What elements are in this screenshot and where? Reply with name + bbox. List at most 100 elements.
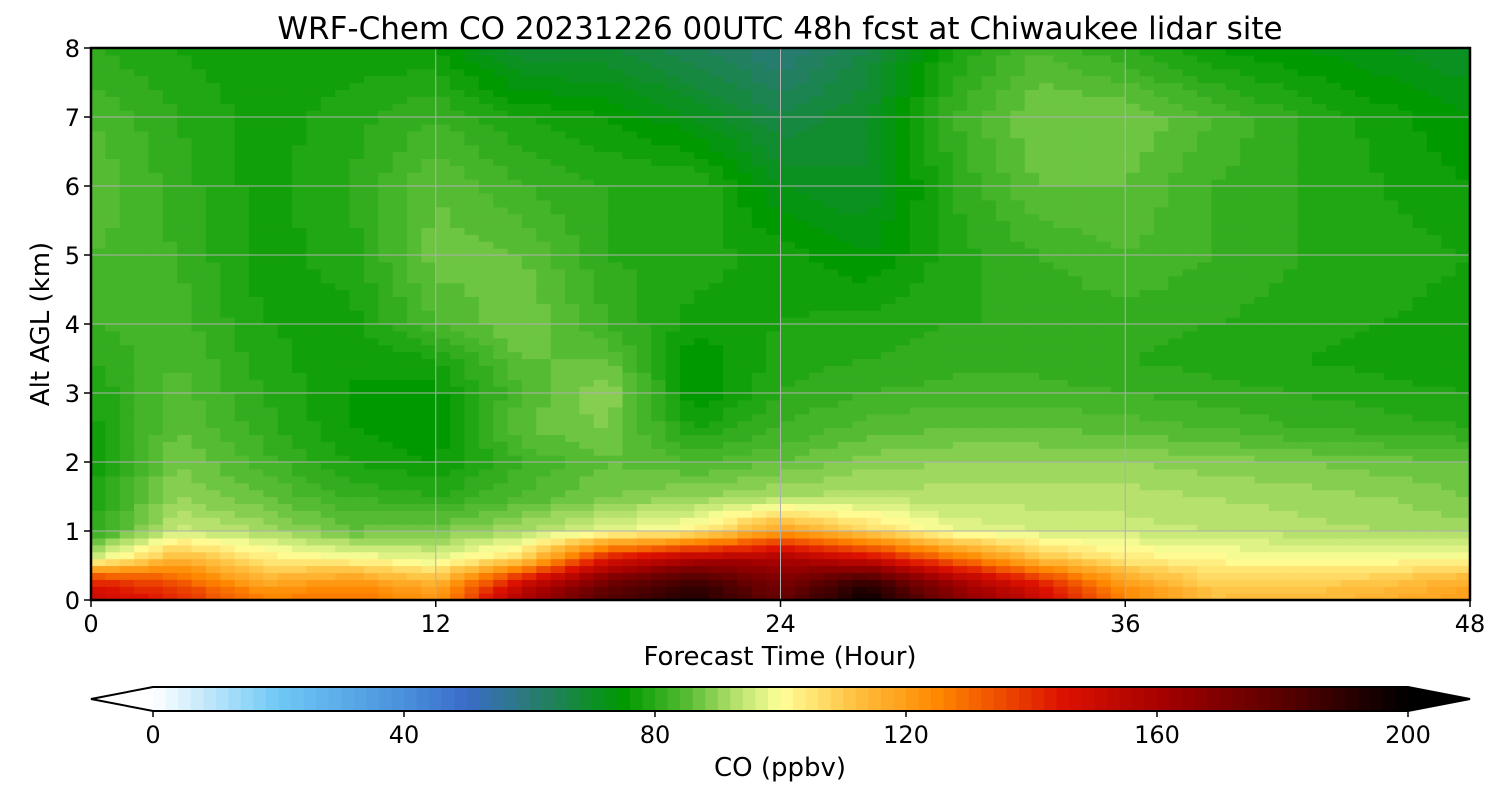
field-cell [450, 268, 466, 277]
field-cell [536, 344, 552, 353]
field-cell [1369, 248, 1385, 256]
field-cell [1355, 330, 1371, 339]
field-cell [565, 586, 580, 594]
field-cell [1326, 344, 1342, 353]
field-cell [220, 420, 236, 429]
field-cell [407, 489, 422, 498]
field-cell [1067, 544, 1083, 553]
field-cell [378, 593, 394, 601]
field-cell [119, 241, 135, 249]
field-cell [1010, 393, 1026, 401]
field-cell [636, 393, 652, 401]
field-cell [1168, 448, 1184, 456]
field-cell [1254, 386, 1270, 394]
field-cell [723, 517, 738, 525]
field-cell [1426, 586, 1442, 594]
field-cell [234, 586, 250, 594]
field-cell [91, 289, 106, 297]
field-cell [1455, 261, 1471, 270]
field-cell [1082, 489, 1098, 498]
field-cell [852, 593, 868, 601]
field-cell [91, 558, 106, 567]
field-cell [593, 413, 609, 422]
field-cell [421, 586, 437, 594]
field-cell [881, 489, 897, 498]
field-cell [306, 551, 322, 560]
field-cell [550, 524, 566, 532]
field-cell [1110, 537, 1126, 546]
field-cell [536, 441, 552, 449]
field-cell [292, 455, 308, 463]
field-cell [924, 386, 940, 394]
field-cell [507, 241, 523, 249]
field-cell [1225, 455, 1241, 463]
field-cell [1268, 296, 1284, 304]
field-cell [895, 524, 911, 532]
field-cell [177, 565, 193, 573]
field-cell [320, 303, 336, 311]
field-cell [1441, 406, 1457, 415]
field-cell [277, 593, 293, 601]
field-cell [1168, 468, 1184, 477]
field-cell [263, 420, 279, 429]
field-cell [967, 289, 983, 297]
field-cell [924, 448, 940, 456]
field-cell [952, 406, 968, 415]
field-cell [981, 468, 997, 477]
field-cell [1082, 241, 1098, 249]
field-cell [435, 503, 451, 511]
field-cell [191, 510, 207, 518]
field-cell [1225, 358, 1241, 366]
field-cell [723, 434, 738, 442]
field-cell [521, 558, 537, 567]
field-cell [1024, 572, 1040, 580]
field-cell [981, 303, 997, 311]
field-cell [1067, 303, 1083, 311]
field-cell [177, 572, 193, 580]
field-cell [162, 544, 178, 553]
field-cell [1153, 282, 1169, 291]
field-cell [119, 427, 135, 435]
field-cell [895, 413, 911, 422]
field-cell [119, 282, 135, 291]
field-cell [306, 351, 322, 360]
field-cell [579, 462, 595, 470]
field-cell [651, 268, 667, 277]
field-cell [105, 344, 121, 353]
field-cell [1053, 324, 1069, 332]
field-cell [737, 330, 753, 339]
field-cell [1125, 427, 1141, 435]
field-cell [1082, 579, 1098, 587]
field-cell [277, 296, 293, 304]
field-cell [1326, 324, 1342, 332]
field-cell [809, 427, 825, 435]
field-cell [1039, 406, 1055, 415]
field-cell [636, 413, 652, 422]
field-cell [1225, 482, 1241, 491]
field-cell [909, 537, 925, 546]
field-cell [1383, 503, 1399, 511]
field-cell [895, 344, 911, 353]
field-cell [177, 393, 193, 401]
field-cell [536, 379, 552, 387]
field-cell [938, 241, 954, 249]
field-cell [162, 248, 178, 256]
field-cell [1326, 317, 1342, 325]
field-cell [249, 268, 264, 277]
field-cell [1110, 337, 1126, 346]
field-cell [392, 558, 408, 567]
field-cell [464, 455, 480, 463]
field-cell [866, 572, 882, 580]
field-cell [292, 365, 308, 373]
field-cell [981, 399, 997, 408]
field-cell [1326, 462, 1342, 470]
field-cell [249, 282, 264, 291]
field-cell [1182, 475, 1198, 484]
field-cell [837, 558, 853, 567]
field-cell [593, 399, 609, 408]
field-cell [622, 337, 638, 346]
field-cell [593, 282, 609, 291]
field-cell [335, 531, 351, 539]
field-cell [766, 482, 782, 491]
field-cell [938, 482, 954, 491]
